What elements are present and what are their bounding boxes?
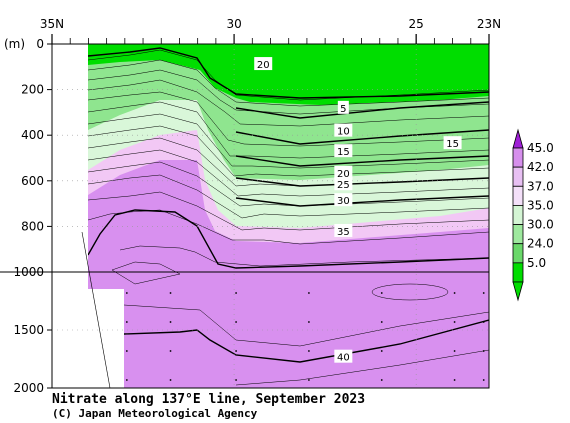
station-dot xyxy=(453,321,456,323)
y-tick-label: 400 xyxy=(21,128,44,142)
contour-label-bg xyxy=(334,223,353,237)
no-data-mask xyxy=(52,44,124,388)
lower-contours xyxy=(123,283,489,386)
station-dot xyxy=(235,321,237,323)
colorbar-segment xyxy=(512,166,524,187)
station-dot xyxy=(453,379,456,381)
station-dot xyxy=(308,321,310,323)
contour-label-bg xyxy=(334,144,353,158)
contour-label: 20 xyxy=(257,60,270,71)
colorbar-label: 24.0 xyxy=(527,237,554,251)
station-dot xyxy=(235,292,237,294)
contour-label-bg xyxy=(334,177,353,191)
colorbar-label: 5.0 xyxy=(527,256,546,270)
credit-text: (C) Japan Meteorological Agency xyxy=(52,407,258,420)
station-dot xyxy=(308,292,310,294)
station-dot xyxy=(308,379,310,381)
contour-label: 30 xyxy=(337,196,350,207)
station-dot xyxy=(482,350,485,352)
y-tick-label: 2000 xyxy=(13,381,44,395)
colorbar: 45.0 42.0 37.0 35.0 30.0 24.0 5.0 xyxy=(512,128,554,302)
station-dot xyxy=(125,321,128,323)
x-axis: 35N 30 25 23N xyxy=(40,17,501,44)
station-dot xyxy=(308,350,310,352)
colorbar-segment xyxy=(512,262,524,283)
contour-label-bg xyxy=(334,349,353,363)
colorbar-label: 37.0 xyxy=(527,179,554,193)
lower-major-contours xyxy=(123,319,489,363)
contour-label: 15 xyxy=(446,139,459,150)
contour-label: 35 xyxy=(337,227,350,238)
colorbar-bottom-arrow xyxy=(512,281,524,302)
seafloor-line xyxy=(81,231,111,388)
station-dot xyxy=(169,321,172,323)
colorbar-label: 30.0 xyxy=(527,218,554,232)
station-dot xyxy=(482,379,485,381)
station-dot xyxy=(380,292,383,294)
x-tick-label: 30 xyxy=(226,17,241,31)
y-axis: 0 200 400 600 800 1000 1500 2000 xyxy=(13,37,52,395)
station-dot xyxy=(169,292,172,294)
colorbar-segment xyxy=(512,243,524,264)
station-dot xyxy=(380,379,383,381)
contour-label-bg xyxy=(334,193,353,207)
x-tick-label: 23N xyxy=(477,17,501,31)
station-dot xyxy=(235,379,237,381)
station-dot xyxy=(169,379,172,381)
station-dot xyxy=(453,292,456,294)
y-tick-label: 1500 xyxy=(13,323,44,337)
contour-label-bg xyxy=(254,57,273,71)
y-tick-label: 600 xyxy=(21,174,44,188)
contour-label-bg xyxy=(334,123,353,137)
contour-label: 25 xyxy=(337,180,350,191)
colorbar-segment xyxy=(512,205,524,225)
station-dots xyxy=(125,292,485,381)
station-dot xyxy=(482,321,485,323)
bright-green-band xyxy=(52,44,489,105)
station-dot xyxy=(453,350,456,352)
y-unit-label: (m) xyxy=(4,37,25,51)
station-dot xyxy=(380,350,383,352)
contour-label: 5 xyxy=(340,104,346,115)
contour-label-bg xyxy=(337,100,349,114)
contour-label: 20 xyxy=(337,169,350,180)
station-dot xyxy=(125,292,128,294)
colorbar-segment xyxy=(512,224,524,245)
y-tick-label: 1000 xyxy=(13,265,44,279)
colorbar-label: 45.0 xyxy=(527,141,554,155)
station-dot xyxy=(125,379,128,381)
section-fill xyxy=(52,44,489,388)
colorbar-segment xyxy=(512,147,524,168)
colorbar-top-arrow xyxy=(512,128,524,149)
station-dot xyxy=(125,350,128,352)
y-tick-label: 800 xyxy=(21,219,44,233)
station-dot xyxy=(482,292,485,294)
contour-label-bg xyxy=(443,136,462,150)
contour-lines xyxy=(87,49,489,285)
y-tick-label: 0 xyxy=(36,37,44,51)
contour-label: 40 xyxy=(337,353,350,364)
station-dot xyxy=(380,321,383,323)
colorbar-segment xyxy=(512,185,524,206)
chart-title: Nitrate along 137°E line, September 2023 xyxy=(52,392,365,407)
colorbar-label: 42.0 xyxy=(527,160,554,174)
contour-label-bg xyxy=(334,165,353,179)
station-dot xyxy=(235,350,237,352)
station-dot xyxy=(169,350,172,352)
x-tick-label: 35N xyxy=(40,17,64,31)
y-tick-label: 200 xyxy=(21,83,44,97)
x-tick-label: 25 xyxy=(409,17,424,31)
colorbar-label: 35.0 xyxy=(527,198,554,212)
contour-label: 15 xyxy=(337,147,350,158)
contour-label: 10 xyxy=(337,127,350,138)
